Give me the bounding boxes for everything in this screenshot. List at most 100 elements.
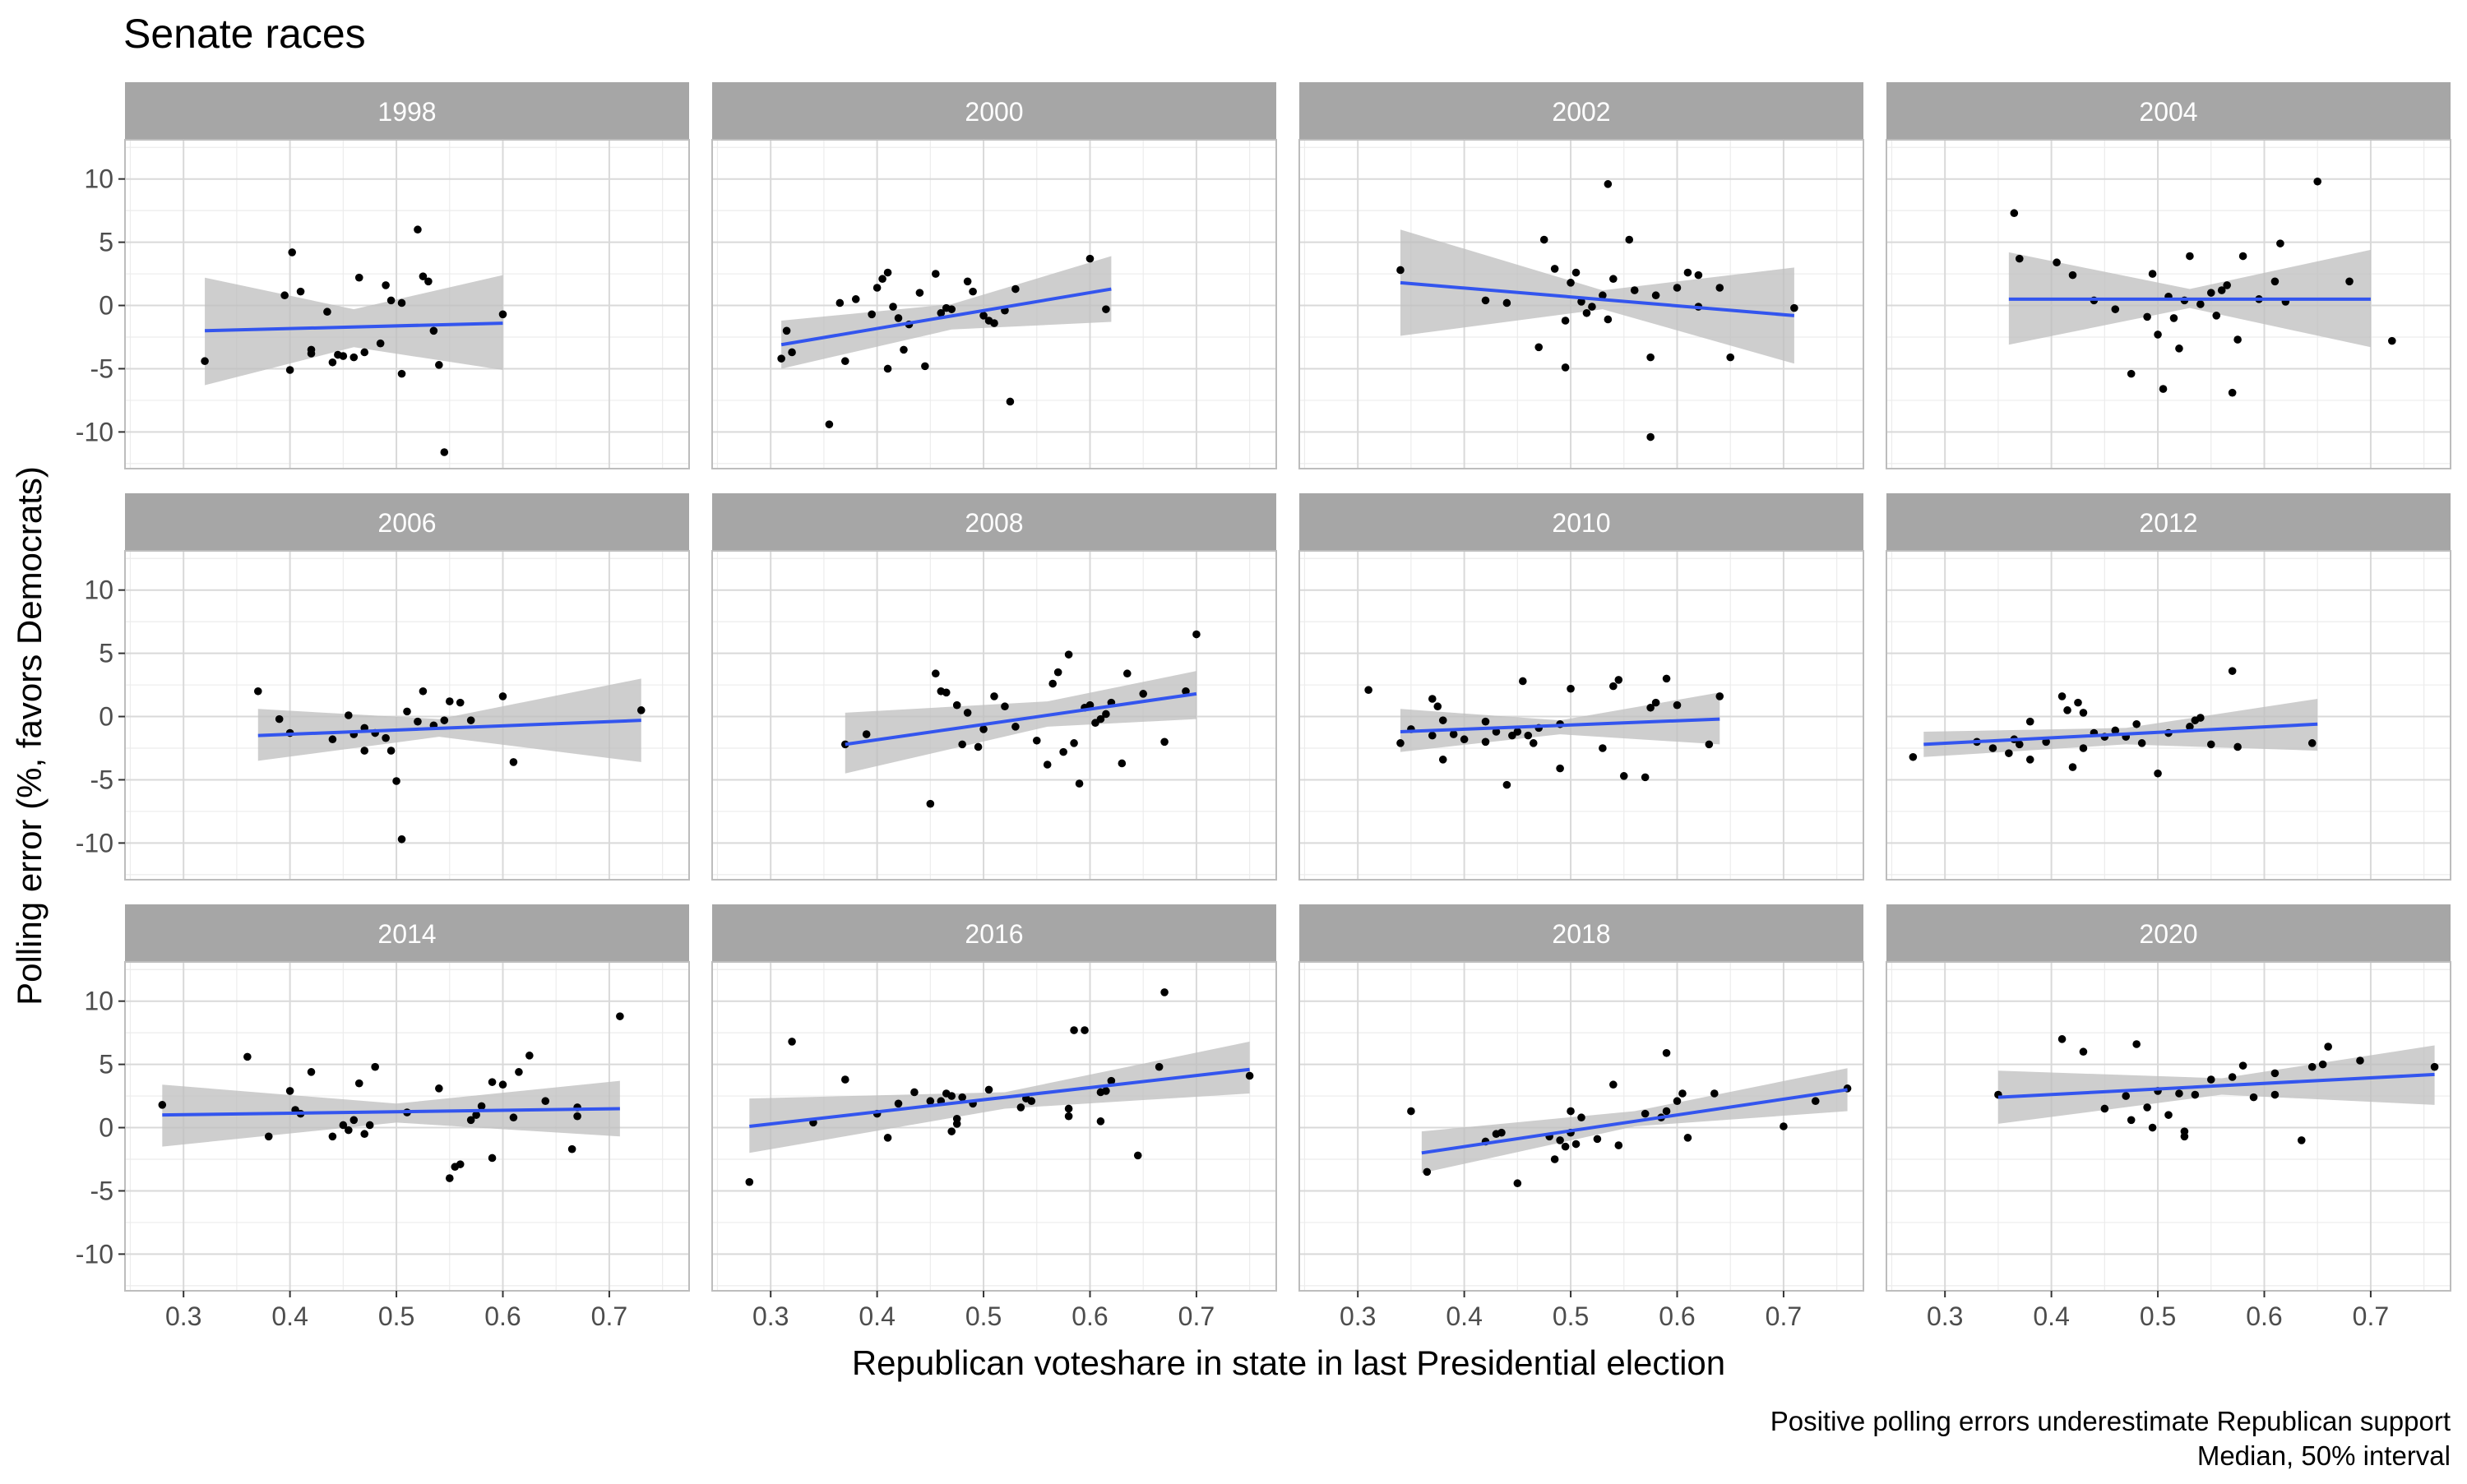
- data-point: [1604, 315, 1613, 324]
- y-tick-label: -5: [90, 765, 113, 794]
- data-point: [2005, 749, 2013, 757]
- facet-strip-label: 2012: [2139, 508, 2197, 538]
- data-point: [573, 1112, 581, 1121]
- x-tick-label: 0.7: [591, 1301, 627, 1331]
- data-point: [1694, 270, 1703, 280]
- facet-panel-2012: 2012: [1886, 493, 2451, 881]
- y-tick-label: 0: [99, 702, 113, 732]
- data-point: [1550, 265, 1559, 273]
- data-point: [419, 272, 428, 280]
- x-tick-label: 0.7: [1766, 1301, 1802, 1331]
- data-point: [424, 277, 433, 286]
- data-point: [382, 281, 390, 289]
- data-point: [285, 1087, 294, 1095]
- data-point: [360, 348, 369, 357]
- facet-strip: [1299, 82, 1863, 140]
- data-point: [947, 1092, 956, 1100]
- data-point: [1614, 676, 1623, 684]
- x-axis-label: Republican voteshare in state in last Pr…: [852, 1343, 1725, 1382]
- data-point: [1182, 687, 1190, 696]
- x-tick-label: 0.3: [1340, 1301, 1376, 1331]
- data-point: [990, 319, 998, 327]
- data-point: [1160, 988, 1169, 996]
- x-tick-label: 0.4: [271, 1301, 308, 1331]
- data-point: [498, 1080, 507, 1089]
- panel-border: [1886, 139, 2451, 469]
- data-point: [435, 1084, 443, 1093]
- facet-strip-label: 2016: [965, 919, 1023, 949]
- facet-panel-2010: 2010: [1298, 493, 1864, 881]
- data-point: [456, 698, 465, 707]
- data-point: [1577, 1113, 1585, 1122]
- data-point: [1428, 695, 1437, 703]
- data-point: [1107, 1076, 1116, 1085]
- data-point: [1364, 686, 1372, 695]
- data-point: [984, 1085, 993, 1094]
- facet-strip-label: 2006: [377, 508, 436, 538]
- data-point: [1571, 1140, 1581, 1149]
- data-point: [2175, 1089, 2183, 1098]
- data-point: [788, 348, 796, 357]
- data-point: [1032, 736, 1041, 745]
- data-point: [2196, 714, 2205, 722]
- data-point: [1550, 1155, 1559, 1163]
- facet-panel-2014: 2014: [124, 904, 690, 1292]
- data-point: [2180, 1132, 2189, 1141]
- data-point: [275, 714, 284, 724]
- data-point: [1567, 279, 1575, 287]
- x-tick-label: 0.4: [859, 1301, 895, 1331]
- data-point: [2217, 286, 2226, 294]
- data-point: [1481, 717, 1490, 726]
- facet-strip-label: 2018: [1552, 919, 1610, 949]
- trend-line: [1923, 722, 2318, 747]
- data-point: [2143, 312, 2151, 321]
- x-tick-label: 0.4: [1446, 1301, 1482, 1331]
- data-point: [349, 1116, 359, 1125]
- data-point: [1790, 303, 1798, 312]
- data-point: [2068, 270, 2077, 280]
- data-point: [1539, 235, 1548, 244]
- data-point: [1567, 684, 1575, 693]
- data-point: [1556, 1136, 1564, 1144]
- data-point: [952, 700, 961, 710]
- data-point: [2154, 769, 2162, 778]
- data-point: [974, 742, 983, 751]
- data-point: [963, 709, 972, 717]
- data-point: [1001, 702, 1009, 711]
- data-point: [440, 716, 449, 724]
- data-point: [1651, 291, 1660, 300]
- data-point: [1102, 305, 1110, 313]
- data-point: [1609, 1080, 1618, 1089]
- y-tick-label: 10: [84, 164, 113, 194]
- data-point: [1513, 728, 1522, 736]
- data-point: [825, 420, 834, 428]
- caption-line-1: Positive polling errors underestimate Re…: [1770, 1406, 2451, 1436]
- data-point: [1780, 1122, 1788, 1130]
- y-tick-label: 10: [84, 576, 113, 605]
- data-point: [1043, 760, 1052, 769]
- trend-line: [205, 321, 503, 333]
- data-point: [2206, 740, 2215, 749]
- data-point: [2127, 1116, 2136, 1125]
- data-point: [840, 1075, 849, 1084]
- data-point: [2249, 1093, 2258, 1102]
- data-point: [2233, 742, 2242, 751]
- data-point: [466, 716, 475, 724]
- data-point: [466, 1116, 475, 1125]
- trend-line: [257, 719, 641, 737]
- data-point: [1433, 702, 1442, 711]
- trend-line: [1400, 717, 1720, 733]
- data-point: [1662, 674, 1671, 683]
- data-point: [354, 273, 363, 282]
- data-point: [2137, 739, 2146, 747]
- data-point: [1085, 700, 1095, 710]
- data-point: [1593, 1135, 1602, 1144]
- confidence-band: [1400, 229, 1794, 364]
- data-point: [1492, 728, 1501, 736]
- panel-border: [711, 961, 1277, 1292]
- data-point: [2307, 739, 2317, 747]
- data-point: [403, 707, 411, 716]
- data-point: [990, 692, 998, 700]
- data-points: [1994, 1035, 2439, 1144]
